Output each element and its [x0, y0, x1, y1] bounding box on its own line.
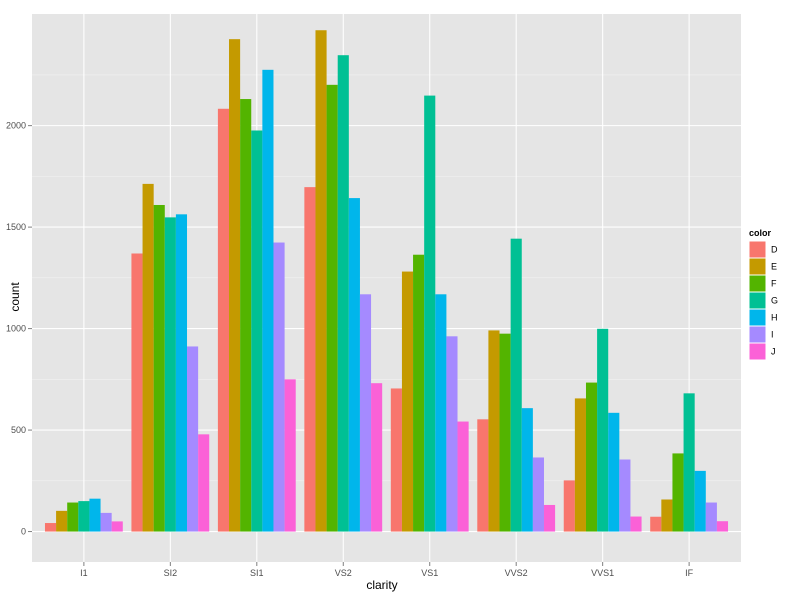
bar-VVS1-G	[597, 328, 609, 532]
bar-SI1-D	[217, 108, 230, 532]
bar-VVS2-H	[521, 408, 533, 532]
bar-I1-J	[111, 521, 123, 532]
bar-VS1-G	[424, 95, 436, 532]
x-tick-label: VS2	[335, 568, 352, 578]
bar-VVS2-E	[488, 330, 500, 532]
bar-SI1-G	[251, 130, 263, 532]
bar-VVS2-D	[477, 419, 489, 532]
legend-key-F	[749, 275, 766, 292]
x-tick-label: VS1	[421, 568, 438, 578]
bar-VS2-E	[315, 30, 327, 532]
bar-VS2-I	[359, 294, 372, 532]
legend-label-E: E	[771, 262, 777, 272]
bar-VVS2-J	[543, 504, 556, 532]
bar-IF-H	[694, 470, 706, 532]
bar-VS1-E	[401, 271, 414, 532]
y-tick-label: 500	[11, 425, 26, 435]
bar-VS2-J	[371, 383, 383, 532]
bar-IF-E	[661, 499, 673, 532]
bar-VS1-F	[413, 254, 425, 532]
bar-VVS2-F	[499, 333, 511, 532]
bar-VS1-H	[435, 294, 447, 532]
y-tick-label: 1000	[6, 324, 26, 334]
bar-SI1-J	[284, 379, 296, 532]
x-tick-label: VVS2	[505, 568, 528, 578]
bar-SI2-E	[142, 183, 154, 532]
bar-SI1-F	[240, 99, 252, 532]
bar-VS2-H	[348, 198, 360, 532]
legend-title: color	[749, 228, 772, 238]
bar-I1-F	[67, 502, 79, 532]
bar-I1-I	[100, 512, 112, 532]
y-axis-title: count	[8, 282, 22, 312]
bar-IF-G	[683, 393, 695, 532]
bar-I1-D	[44, 523, 57, 532]
legend-key-H	[749, 309, 766, 326]
bar-VS1-I	[446, 336, 458, 532]
bar-VVS2-G	[510, 238, 522, 532]
bar-SI2-D	[131, 253, 143, 532]
legend-key-D	[749, 241, 766, 258]
legend-key-I	[749, 326, 766, 343]
legend-key-E	[749, 258, 766, 275]
x-tick-label: SI2	[164, 568, 178, 578]
bar-SI1-I	[273, 242, 285, 532]
bar-IF-J	[716, 521, 729, 532]
legend-label-F: F	[771, 279, 777, 289]
bar-SI2-I	[187, 346, 199, 532]
bar-VVS1-I	[619, 459, 631, 532]
y-tick-label: 1500	[6, 222, 26, 232]
legend-label-D: D	[771, 245, 778, 255]
bar-IF-D	[650, 516, 662, 532]
y-axis: 0 500 1000 1500 2000	[6, 121, 32, 537]
bar-SI2-G	[164, 217, 176, 532]
bar-I1-G	[78, 501, 90, 532]
bar-VVS1-F	[585, 382, 598, 532]
bar-SI2-J	[198, 434, 210, 532]
bar-SI2-H	[175, 214, 188, 532]
legend-label-H: H	[771, 313, 778, 323]
legend-key-J	[749, 343, 766, 360]
legend-label-G: G	[771, 296, 778, 306]
bars	[44, 30, 729, 532]
legend-key-G	[749, 292, 766, 309]
bar-VVS1-E	[574, 398, 586, 532]
bar-VS1-D	[390, 388, 402, 532]
x-axis: I1 SI2 SI1 VS2 VS1 VVS2 VVS1 IF	[80, 562, 694, 578]
bar-VVS1-D	[563, 480, 575, 532]
x-tick-label: SI1	[250, 568, 264, 578]
bar-VVS2-I	[532, 457, 544, 532]
y-tick-label: 2000	[6, 121, 26, 131]
y-tick-label: 0	[21, 527, 26, 537]
bar-IF-F	[672, 453, 684, 532]
bar-VS2-F	[326, 84, 338, 532]
bar-I1-H	[89, 498, 101, 532]
x-tick-label: VVS1	[591, 568, 614, 578]
x-tick-label: I1	[80, 568, 88, 578]
bar-VS2-G	[337, 55, 349, 532]
legend-label-I: I	[771, 330, 774, 340]
bar-VS1-J	[457, 421, 469, 532]
bar-VVS1-J	[630, 516, 642, 532]
bar-SI2-F	[153, 204, 165, 532]
bar-SI1-H	[262, 69, 274, 532]
bar-SI1-E	[229, 39, 241, 532]
bar-VVS1-H	[608, 412, 620, 532]
bar-IF-I	[705, 502, 717, 532]
legend-label-J: J	[771, 347, 776, 357]
x-axis-title: clarity	[366, 578, 397, 592]
bar-VS2-D	[304, 187, 316, 532]
bar-I1-E	[56, 510, 68, 532]
x-tick-label: IF	[685, 568, 694, 578]
